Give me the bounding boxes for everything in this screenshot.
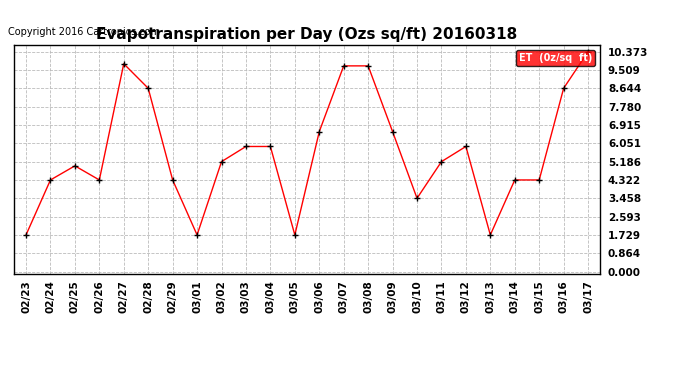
- Title: Evapotranspiration per Day (Ozs sq/ft) 20160318: Evapotranspiration per Day (Ozs sq/ft) 2…: [97, 27, 518, 42]
- Legend: ET  (0z/sq  ft): ET (0z/sq ft): [516, 50, 595, 66]
- Text: Copyright 2016 Cartronics.com: Copyright 2016 Cartronics.com: [8, 27, 160, 37]
